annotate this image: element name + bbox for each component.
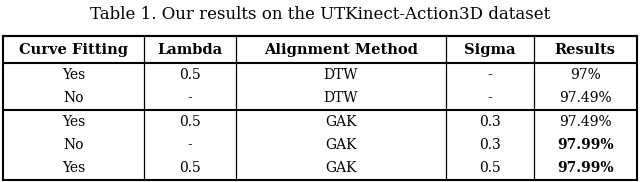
Text: 97.49%: 97.49%	[559, 91, 612, 105]
Text: Lambda: Lambda	[157, 43, 223, 57]
Text: 97.99%: 97.99%	[557, 161, 614, 175]
Text: -: -	[188, 91, 193, 105]
Text: Yes: Yes	[62, 161, 85, 175]
Text: 0.5: 0.5	[479, 161, 500, 175]
Text: Sigma: Sigma	[464, 43, 516, 57]
Text: GAK: GAK	[325, 161, 356, 175]
Text: DTW: DTW	[324, 68, 358, 82]
Text: 97.49%: 97.49%	[559, 115, 612, 129]
Text: Table 1. Our results on the UTKinect-Action3D dataset: Table 1. Our results on the UTKinect-Act…	[90, 6, 550, 23]
Text: 97%: 97%	[570, 68, 601, 82]
Text: Curve Fitting: Curve Fitting	[19, 43, 128, 57]
Text: -: -	[488, 68, 492, 82]
Text: 0.5: 0.5	[179, 115, 201, 129]
Text: Results: Results	[555, 43, 616, 57]
Text: No: No	[63, 91, 84, 105]
Text: Alignment Method: Alignment Method	[264, 43, 418, 57]
Text: -: -	[488, 91, 492, 105]
Text: 97.99%: 97.99%	[557, 138, 614, 152]
Bar	[3, 36, 637, 180]
Text: GAK: GAK	[325, 115, 356, 129]
Text: DTW: DTW	[324, 91, 358, 105]
Text: Yes: Yes	[62, 115, 85, 129]
Text: GAK: GAK	[325, 138, 356, 152]
Text: Yes: Yes	[62, 68, 85, 82]
Text: -: -	[188, 138, 193, 152]
Text: 0.3: 0.3	[479, 115, 500, 129]
Text: No: No	[63, 138, 84, 152]
Text: 0.5: 0.5	[179, 161, 201, 175]
Text: 0.3: 0.3	[479, 138, 500, 152]
Text: 0.5: 0.5	[179, 68, 201, 82]
